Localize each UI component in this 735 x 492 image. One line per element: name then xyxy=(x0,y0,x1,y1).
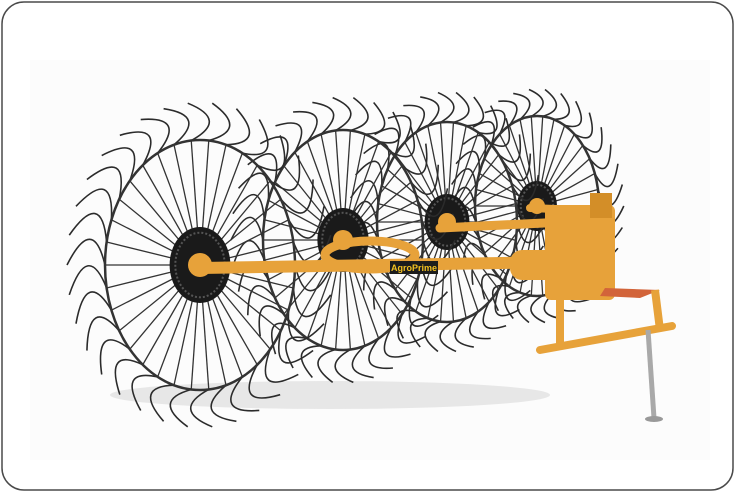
strut xyxy=(655,290,660,330)
brand-logo: AgroPrime xyxy=(391,263,437,273)
hub xyxy=(529,198,545,214)
cylinder xyxy=(510,250,560,280)
stand-foot xyxy=(645,416,663,422)
mast-top xyxy=(590,193,612,218)
photo: AgroPrime xyxy=(0,0,735,492)
hub xyxy=(188,253,212,277)
hub xyxy=(333,230,353,250)
page: AgroPrime (() => { const data = JSON.par… xyxy=(0,0,735,492)
hub xyxy=(438,213,456,231)
mast xyxy=(545,205,615,300)
